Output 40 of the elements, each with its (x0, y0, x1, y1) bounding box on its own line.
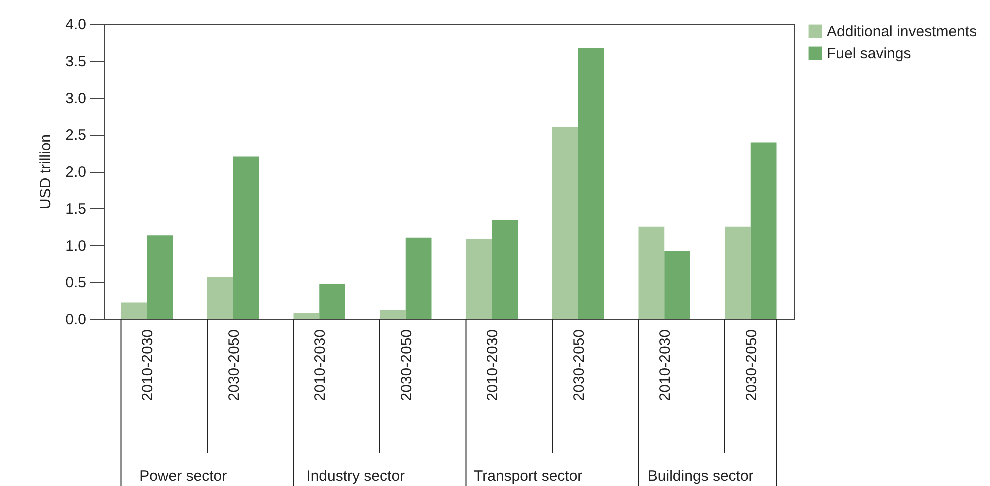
y-tick-label: 2.5 (66, 127, 86, 144)
y-tick-label: 1.5 (66, 200, 86, 218)
text: Power sector (140, 468, 228, 485)
y-tick-label: 0.0 (66, 312, 86, 328)
bar (320, 284, 346, 319)
bar (725, 226, 751, 319)
bar (380, 310, 406, 319)
bar (406, 238, 432, 319)
y-tick-label: 1.0 (66, 238, 86, 255)
text: Buildings sector (648, 468, 754, 485)
bar (638, 226, 665, 319)
x-tick-label: 2030-2050 (398, 330, 416, 402)
bar (294, 313, 320, 319)
y-axis-title: USD trillion (38, 134, 55, 210)
bar (233, 156, 260, 319)
x-tick-label: 2030-2050 (743, 330, 760, 402)
x-tick-label: 2030-2050 (570, 330, 588, 402)
x-tick-label: 2030-2050 (226, 330, 243, 402)
text: Transport sector (474, 468, 583, 485)
y-tick-label: 3.5 (66, 53, 86, 70)
x-tick-label: 2010-2030 (140, 330, 157, 402)
x-tick-label: 2010-2030 (657, 330, 674, 402)
x-tick-label: 2010-2030 (312, 330, 330, 402)
bar (208, 276, 234, 319)
y-tick-label: 3.0 (66, 90, 86, 108)
bar (121, 302, 148, 319)
text: Industry sector (306, 468, 406, 485)
bar (664, 251, 690, 319)
bar (466, 239, 492, 319)
bar (492, 220, 518, 319)
bar (578, 48, 604, 319)
y-tick-label: 4.0 (66, 16, 86, 34)
bar (552, 127, 578, 319)
y-tick-label: 2.0 (66, 164, 86, 181)
y-tick-label: 0.5 (66, 274, 86, 292)
legend-label: Fuel savings (827, 46, 912, 62)
x-tick-label: 2010-2030 (484, 330, 502, 402)
legend-label: Additional investments (827, 24, 978, 40)
bar (147, 236, 173, 319)
bar (750, 142, 777, 319)
